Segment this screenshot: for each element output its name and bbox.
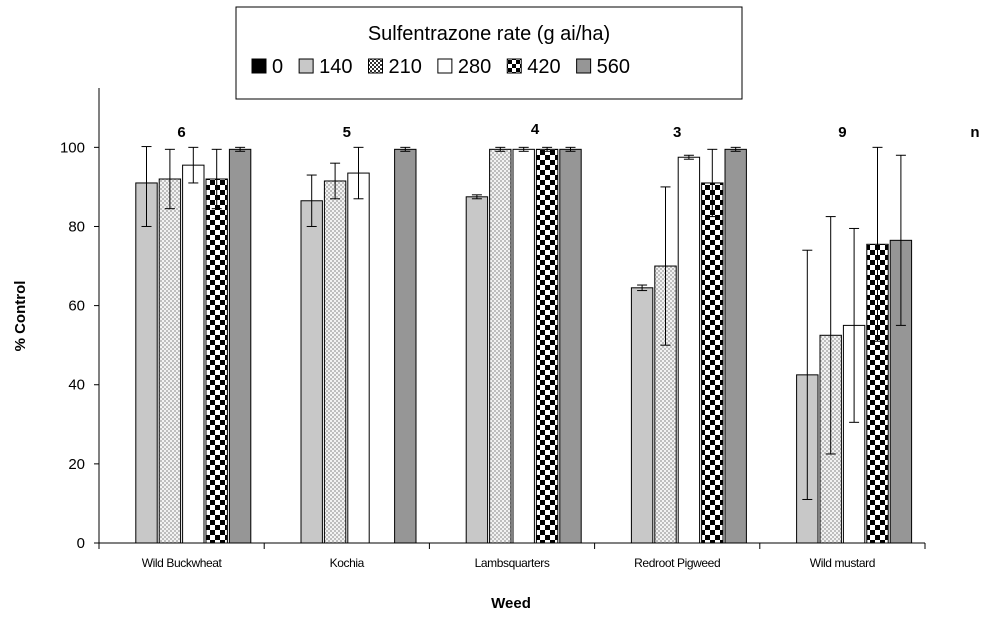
legend-label: 210 (389, 56, 422, 78)
y-tick-label: 0 (77, 535, 85, 552)
legend-label: 0 (272, 56, 283, 78)
legend-title: Sulfentrazone rate (g ai/ha) (368, 23, 610, 45)
n-labels: 6 5 4 3 9 (177, 121, 846, 141)
error-bar (330, 162, 341, 200)
error-bar (188, 146, 199, 184)
bar (630, 287, 654, 544)
x-ticks: Wild Buckwheat Kochia Lambsquarters Redroot… (98, 543, 926, 570)
legend-swatch (506, 58, 522, 74)
x-tick-label: Wild Buckwheat (142, 556, 223, 570)
error-bar (849, 227, 860, 423)
legend-entry: 210 (368, 56, 422, 78)
x-axis-title: Weed (491, 595, 531, 612)
error-bars (141, 146, 906, 500)
bar (559, 148, 582, 544)
bar (701, 182, 724, 544)
n-label: 9 (838, 124, 846, 141)
bar (182, 164, 205, 544)
y-tick-label: 100 (60, 139, 85, 156)
error-bar (471, 194, 482, 200)
n-label: 4 (531, 121, 540, 138)
axes: 0 20 40 60 80 100 Wild Buckwheat Kochia Lambsqu… (60, 88, 926, 570)
error-bar (306, 174, 317, 227)
error-bar (495, 146, 506, 152)
n-label: 6 (177, 124, 185, 141)
legend-label: 140 (319, 56, 352, 78)
bar (535, 148, 559, 544)
bar (724, 148, 747, 544)
legend-entry: 280 (437, 56, 491, 78)
bar (205, 178, 228, 544)
legend-entry: 140 (298, 56, 353, 78)
error-bar (353, 146, 364, 200)
legend-swatch (576, 58, 592, 74)
bar (489, 148, 512, 544)
bars (135, 148, 913, 544)
error-bar (825, 216, 836, 455)
y-tick-label: 80 (68, 218, 85, 235)
error-bar (895, 154, 906, 326)
error-bar (872, 146, 883, 342)
n-label: 5 (343, 124, 351, 141)
error-bar (802, 249, 813, 500)
bar (512, 148, 535, 544)
bar (465, 196, 489, 544)
y-axis-title: % Control (12, 281, 29, 352)
error-bar (400, 146, 411, 152)
y-tick-label: 40 (68, 377, 85, 394)
bar (347, 172, 370, 544)
error-bar (660, 186, 671, 346)
error-bar (164, 148, 175, 210)
x-tick-label: Kochia (330, 556, 365, 570)
legend-entry: 560 (576, 56, 630, 78)
bar (677, 156, 701, 544)
bar (158, 178, 182, 544)
bar (323, 180, 347, 544)
error-bar (141, 146, 152, 227)
y-tick-label: 20 (68, 456, 85, 473)
error-bar (707, 148, 718, 218)
legend-label: 420 (527, 56, 560, 78)
error-bar (565, 146, 576, 152)
legend-swatch (368, 58, 383, 74)
error-bar (518, 146, 529, 152)
n-label: 3 (673, 124, 681, 141)
y-tick-label: 60 (68, 298, 85, 315)
legend-entry: 420 (506, 56, 561, 78)
bar (394, 148, 417, 544)
error-bar (235, 146, 246, 152)
legend-label: 560 (597, 56, 630, 78)
y-ticks: 0 20 40 60 80 100 (60, 139, 99, 552)
bar (228, 148, 252, 544)
x-tick-label: Redroot Pigweed (634, 556, 720, 570)
bar (135, 182, 158, 544)
error-bar (637, 284, 648, 292)
n-header: n (970, 124, 979, 141)
legend-label: 280 (458, 56, 491, 78)
legend: Sulfentrazone rate (g ai/ha) 0 140 210 280 4… (235, 6, 743, 100)
error-bar (542, 146, 553, 152)
legend-entries: 0 140 210 280 420 560 (251, 56, 630, 78)
legend-swatch (437, 58, 453, 74)
legend-swatch (298, 58, 314, 74)
legend-swatch (251, 58, 267, 74)
error-bar (211, 148, 222, 210)
legend-frame (235, 6, 743, 100)
x-tick-label: Lambsquarters (475, 556, 550, 570)
x-tick-label: Wild mustard (810, 556, 875, 570)
legend-entry: 0 (251, 56, 283, 78)
error-bar (683, 154, 694, 160)
error-bar (730, 146, 741, 152)
bar (300, 200, 323, 544)
